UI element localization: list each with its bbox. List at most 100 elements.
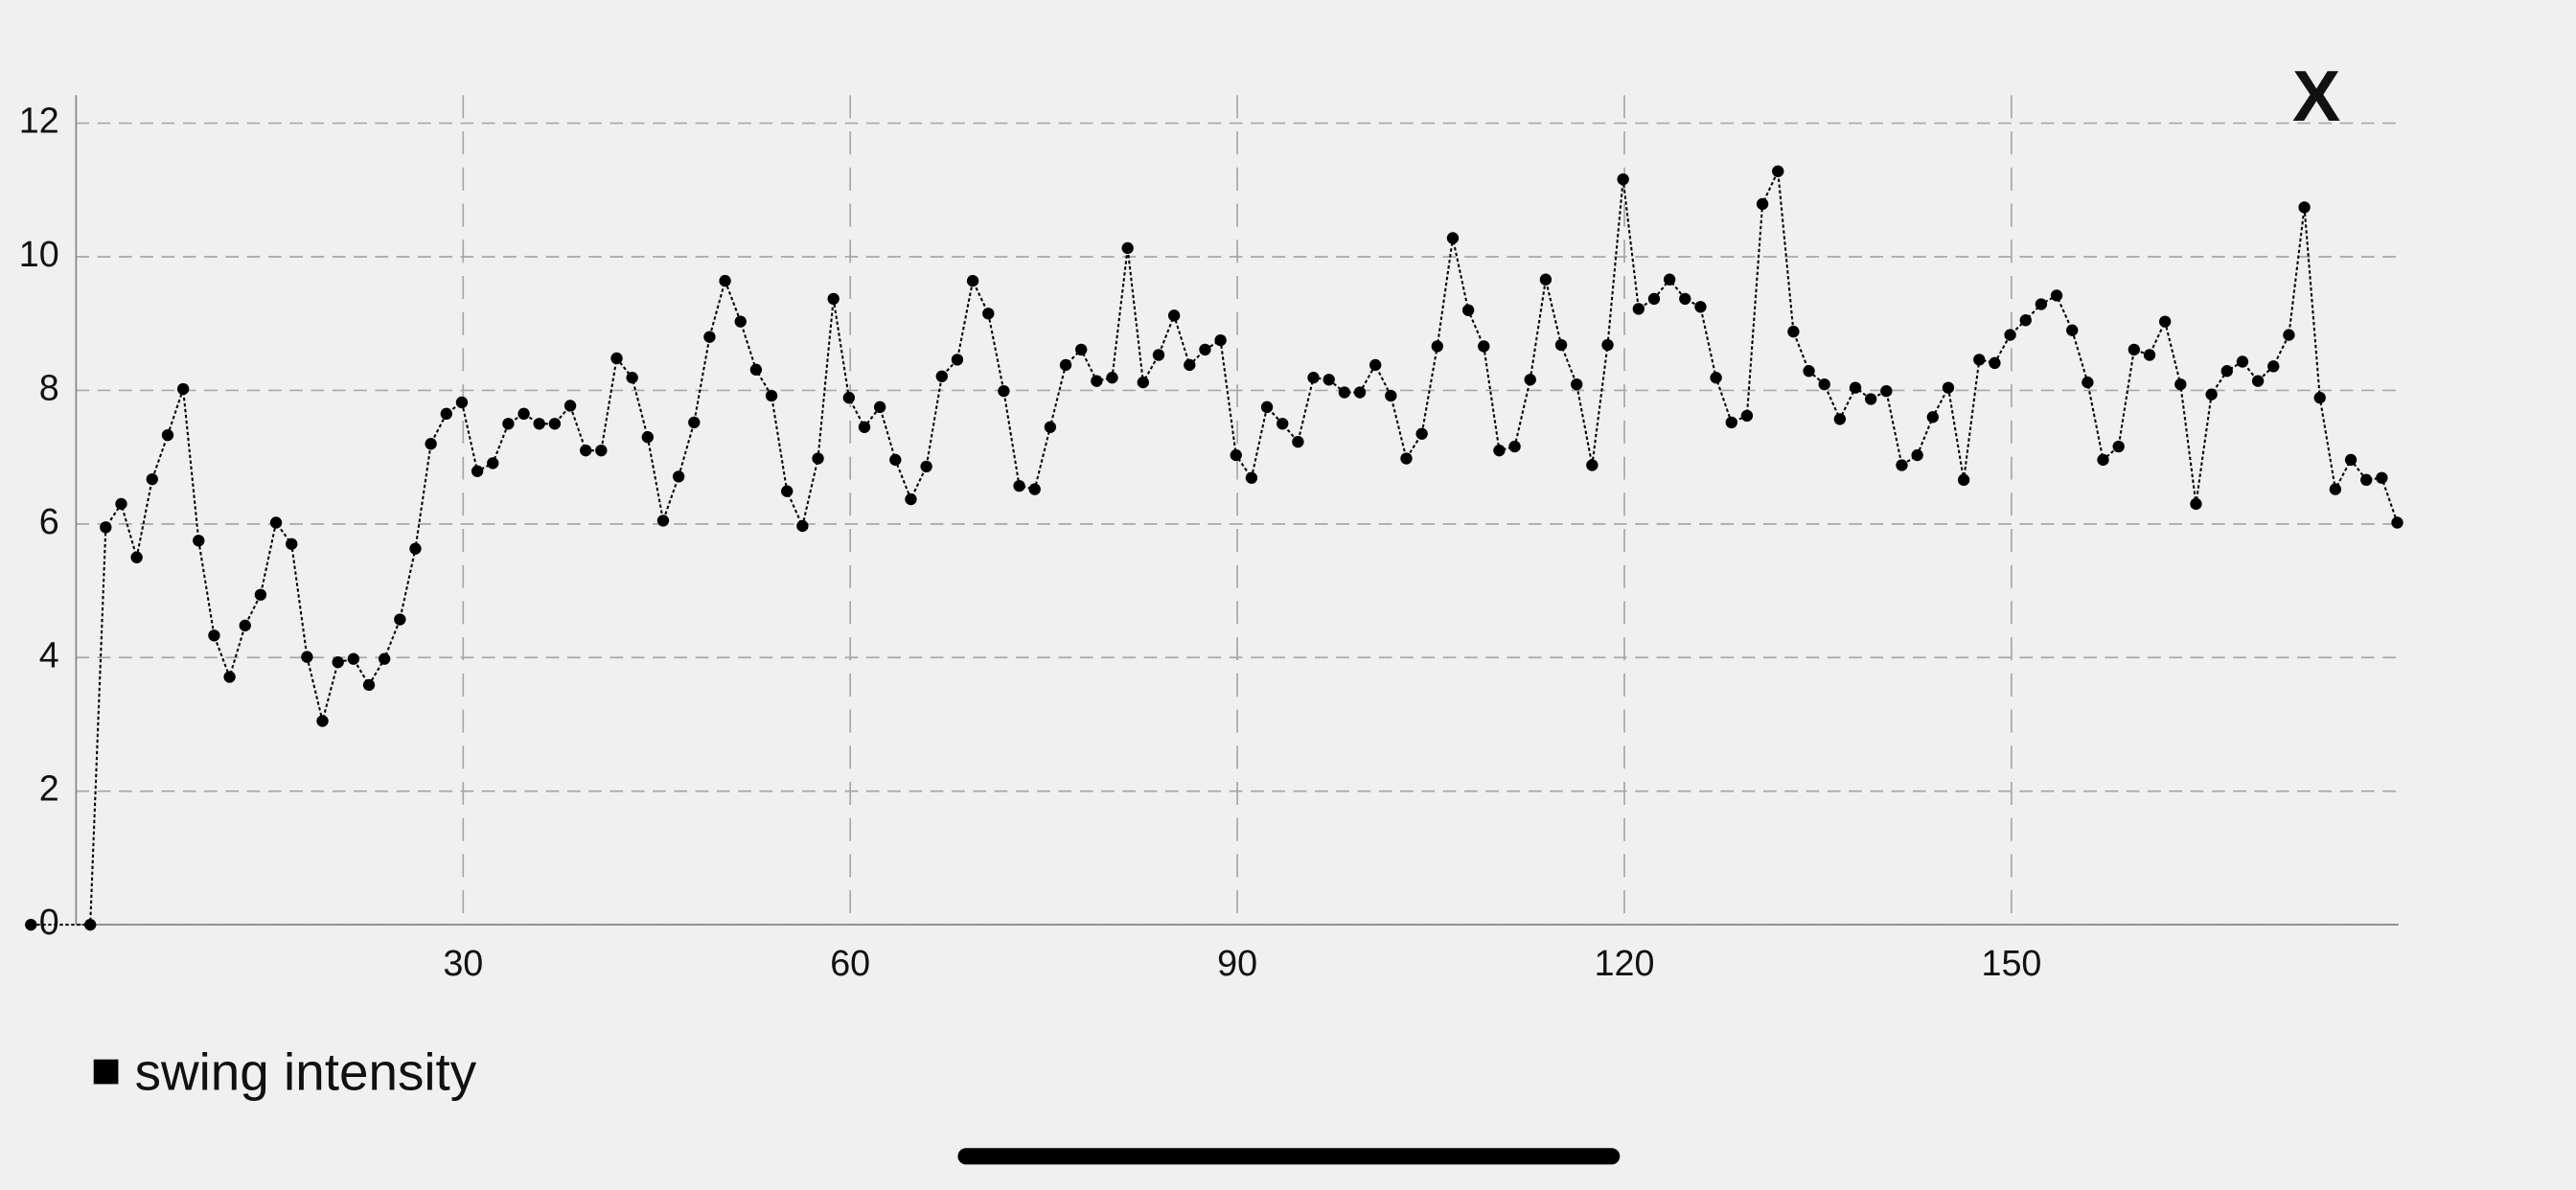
data-point (1508, 440, 1521, 453)
data-point (812, 452, 824, 465)
data-point (2298, 201, 2311, 214)
data-point (455, 396, 469, 409)
data-point (2112, 440, 2125, 453)
data-point (1865, 393, 1877, 405)
data-point (1787, 325, 1800, 338)
x-tick-label: 60 (830, 943, 870, 983)
data-point (1400, 452, 1413, 465)
data-point (2205, 388, 2218, 400)
data-point (626, 372, 638, 384)
data-point (1493, 444, 1506, 457)
data-point (703, 331, 716, 343)
data-point (239, 619, 251, 631)
data-point (1663, 273, 1676, 286)
data-point (1369, 358, 1382, 372)
data-point (688, 416, 701, 429)
data-point (115, 497, 127, 511)
data-point (1013, 479, 1025, 492)
data-point (471, 465, 484, 477)
data-point (394, 613, 406, 626)
data-point (1725, 416, 1737, 429)
data-point (1756, 197, 1769, 211)
data-point (2360, 473, 2373, 487)
data-point (564, 400, 577, 412)
data-point (1167, 309, 1181, 322)
y-tick-label: 8 (39, 367, 59, 407)
data-point (1431, 340, 1443, 353)
close-button[interactable]: X (2292, 56, 2340, 136)
data-point (1137, 376, 1149, 389)
data-point (1926, 411, 1939, 423)
data-point (1353, 386, 1367, 399)
data-point (1694, 301, 1707, 313)
data-point (641, 431, 654, 444)
data-point (1059, 358, 1072, 372)
x-tick-label: 150 (1981, 943, 2041, 983)
data-point (719, 274, 731, 287)
data-point (1307, 372, 1320, 384)
data-point (487, 457, 499, 469)
data-point (1276, 418, 1289, 430)
data-point (425, 438, 437, 450)
data-point (1415, 427, 1428, 440)
data-point (378, 652, 391, 665)
data-point (1044, 421, 1057, 433)
data-point (409, 542, 422, 555)
data-point (347, 652, 360, 665)
data-point (1833, 413, 1847, 425)
data-point (1554, 338, 1568, 352)
home-indicator (957, 1148, 1621, 1165)
x-tick-label: 90 (1217, 943, 1257, 983)
data-point (533, 418, 545, 430)
data-point (286, 538, 298, 550)
data-point (1803, 365, 1815, 378)
data-point (935, 370, 948, 382)
data-point (1586, 459, 1598, 471)
data-point (2251, 375, 2265, 387)
data-point (1942, 381, 1955, 394)
y-tick-label: 6 (39, 501, 59, 541)
data-point (2283, 329, 2295, 341)
data-point (25, 918, 37, 931)
data-point (1199, 343, 1211, 356)
data-point (2004, 329, 2016, 341)
y-tick-label: 2 (39, 768, 59, 809)
data-point (982, 308, 995, 320)
data-point (2035, 298, 2048, 310)
data-point (316, 715, 329, 727)
data-point (440, 407, 452, 420)
data-point (1478, 340, 1490, 353)
data-point (269, 516, 283, 529)
y-tick-label: 0 (39, 902, 59, 942)
y-tick-label: 10 (19, 234, 59, 274)
data-point (1292, 435, 1304, 448)
data-point (1896, 459, 1908, 471)
data-point (1260, 400, 1274, 414)
data-point (100, 521, 112, 534)
data-point (1322, 374, 1335, 386)
data-point (518, 407, 530, 420)
data-point (1184, 358, 1196, 372)
data-point (1740, 409, 1754, 423)
data-point (765, 389, 778, 402)
data-point (610, 352, 623, 365)
data-point (2128, 343, 2141, 356)
data-point (1849, 381, 1862, 394)
data-point (966, 274, 979, 287)
data-point (84, 918, 97, 931)
data-point (796, 519, 809, 533)
data-point (1880, 384, 1893, 398)
data-point (1647, 292, 1661, 306)
data-point (2066, 324, 2079, 336)
data-point (781, 485, 794, 497)
data-point (858, 421, 871, 433)
data-point (1571, 378, 1583, 391)
legend-swatch (93, 1059, 119, 1085)
data-point (2236, 355, 2249, 368)
data-point (873, 400, 886, 414)
data-point (2344, 453, 2358, 467)
data-point (1121, 241, 1134, 255)
